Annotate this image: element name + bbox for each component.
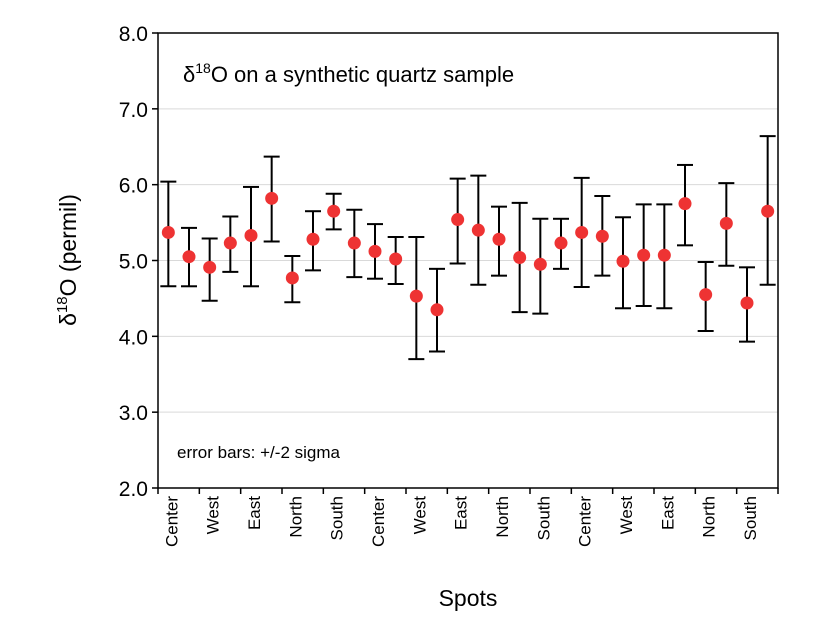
- x-tick-label: Center: [369, 496, 388, 547]
- data-point-group: [511, 201, 528, 314]
- data-point: [637, 248, 651, 262]
- x-axis: Center West East North South Center West East No…: [157, 488, 779, 547]
- x-tick-label: East: [658, 496, 677, 530]
- x-axis-label: Spots: [439, 585, 498, 611]
- data-point-group: [429, 267, 445, 353]
- data-point-group: [305, 210, 321, 272]
- gridlines: [158, 108, 778, 413]
- y-tick-label: 4.0: [119, 326, 148, 349]
- x-tick-label: South: [741, 496, 760, 540]
- data-point: [285, 271, 299, 285]
- data-point-group: [677, 163, 693, 247]
- data-point-group: [325, 192, 342, 231]
- y-axis: 2.0 3.0 4.0 5.0 6.0 7.0 8.0: [119, 23, 158, 501]
- data-point: [678, 197, 692, 211]
- data-point-group: [656, 203, 673, 310]
- data-point: [699, 288, 713, 302]
- data-point-group: [346, 208, 363, 279]
- data-point: [761, 204, 775, 218]
- data-point-group: [615, 216, 631, 310]
- data-point-group: [718, 182, 735, 267]
- y-tick-label: 8.0: [119, 23, 148, 46]
- data-point-group: [263, 155, 280, 243]
- data-point-group: [387, 235, 404, 286]
- data-point-group: [284, 254, 301, 304]
- data-point-group: [491, 205, 507, 277]
- data-point: [616, 254, 630, 268]
- data-point-group: [573, 176, 590, 289]
- x-tick-label: West: [410, 496, 429, 535]
- data-point-group: [739, 266, 755, 343]
- data-point: [409, 289, 423, 303]
- y-tick-label: 6.0: [119, 175, 148, 198]
- data-point: [430, 303, 444, 317]
- data-point-group: [532, 217, 549, 315]
- data-point: [182, 250, 196, 264]
- x-tick-label: North: [493, 496, 512, 538]
- data-point-group: [697, 261, 714, 333]
- data-point: [575, 225, 589, 239]
- y-tick-label: 5.0: [119, 251, 148, 274]
- data-point-group: [367, 223, 383, 280]
- data-point: [327, 204, 341, 218]
- data-point: [657, 248, 671, 262]
- data-point: [492, 232, 506, 246]
- data-point: [471, 223, 485, 237]
- data-point: [347, 236, 361, 250]
- error-bar-note: error bars: +/-2 sigma: [177, 443, 341, 462]
- data-point-group: [201, 237, 218, 302]
- x-tick-label: South: [328, 496, 347, 540]
- chart-title: δ18O on a synthetic quartz sample: [183, 60, 514, 87]
- x-tick-label: West: [204, 496, 223, 535]
- data-point: [161, 225, 175, 239]
- data-point: [719, 216, 733, 230]
- data-point: [513, 250, 527, 264]
- data-point: [554, 236, 568, 250]
- x-tick-label: Center: [576, 496, 595, 547]
- data-point-group: [181, 226, 197, 288]
- y-tick-label: 2.0: [119, 478, 148, 501]
- data-point-group: [408, 235, 425, 361]
- x-tick-label: North: [700, 496, 719, 538]
- x-tick-label: North: [286, 496, 305, 538]
- data-point-group: [759, 135, 776, 286]
- data-point: [451, 213, 465, 227]
- data-point: [595, 229, 609, 243]
- data-point-group: [635, 203, 652, 307]
- data-point-group: [160, 180, 177, 288]
- data-point: [389, 252, 403, 266]
- y-tick-label: 7.0: [119, 99, 148, 122]
- data-point: [368, 244, 382, 258]
- x-tick-label: South: [534, 496, 553, 540]
- data-point: [244, 228, 258, 242]
- data-point-group: [449, 177, 466, 265]
- data-point: [740, 296, 754, 310]
- x-tick-label: East: [452, 496, 471, 530]
- data-point: [203, 260, 217, 274]
- data-point: [223, 236, 237, 250]
- data-point-group: [594, 195, 611, 277]
- y-tick-label: 3.0: [119, 402, 148, 425]
- data-point-group: [553, 217, 569, 270]
- data-point-group: [243, 185, 259, 288]
- data-point: [533, 257, 547, 271]
- x-tick-label: West: [617, 496, 636, 535]
- data-series: [160, 135, 776, 361]
- data-point-group: [470, 174, 487, 286]
- data-point: [265, 191, 279, 205]
- y-axis-label: δ18O (permil): [54, 194, 81, 326]
- x-tick-label: East: [245, 496, 264, 530]
- data-point-group: [222, 215, 239, 273]
- x-tick-label: Center: [162, 496, 181, 547]
- data-point: [306, 232, 320, 246]
